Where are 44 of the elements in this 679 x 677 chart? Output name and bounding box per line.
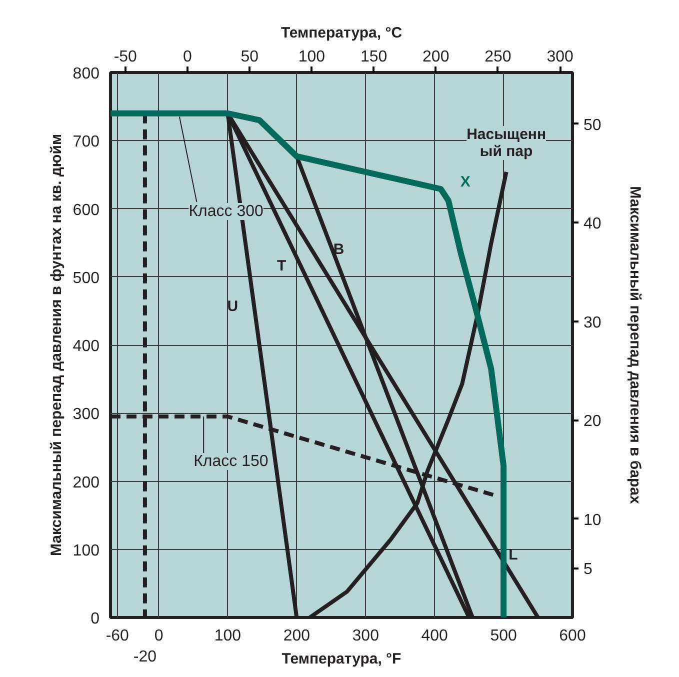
annotation: Класс 300 xyxy=(188,202,264,220)
x2-tick-label: 250 xyxy=(484,48,512,66)
series-label: T xyxy=(276,258,286,275)
y2-axis-title: Максимальный перепад давления в барах xyxy=(626,186,644,505)
x-tick-label: 100 xyxy=(214,628,242,644)
x2-axis-title: Температура, °C xyxy=(280,24,402,42)
x2-tick-label: 50 xyxy=(240,48,259,66)
y-tick-label: 500 xyxy=(72,270,100,287)
y-tick-label: 800 xyxy=(72,66,100,82)
y2-tick-label: 40 xyxy=(584,216,602,233)
y2-tick-label: 50 xyxy=(584,116,602,134)
y-tick-label: 400 xyxy=(72,338,100,355)
x-tick-label: 600 xyxy=(559,628,586,644)
x-tick-label: 500 xyxy=(490,628,517,644)
series-label: L xyxy=(508,546,518,564)
y-tick-label: 300 xyxy=(72,406,100,424)
y-axis-title: Максимальный перепад давления в фунтах на кв. дюйм xyxy=(48,134,65,556)
x-tick-label: 200 xyxy=(283,628,310,644)
y-tick-label: 600 xyxy=(72,202,100,219)
x2-tick-label: -50 xyxy=(114,48,138,66)
x-tick-label: 400 xyxy=(421,628,448,644)
annotation: Класс 150 xyxy=(194,453,268,470)
y-tick-label: 100 xyxy=(72,542,100,560)
x-tick-label: -60 xyxy=(106,628,130,644)
series-label: X xyxy=(460,174,470,191)
x2-tick-label: 0 xyxy=(183,48,192,66)
x2-tick-label: 200 xyxy=(422,48,450,66)
series-label: B xyxy=(333,240,344,258)
x2-tick-label: 300 xyxy=(546,48,574,66)
y2-tick-label: 20 xyxy=(584,413,602,430)
x-axis-title: Температура, °F xyxy=(282,650,402,668)
y2-tick-label: 30 xyxy=(584,314,602,332)
x-tick-label: 0 xyxy=(154,628,164,644)
x2-tick-label: 100 xyxy=(298,48,326,66)
y2-tick-label: 5 xyxy=(584,561,592,578)
x2-tick-label: 150 xyxy=(360,48,388,66)
text: -20 xyxy=(133,648,157,666)
series-label: Насыщенный пар xyxy=(466,126,546,160)
x-tick-label: 300 xyxy=(352,628,380,644)
y-tick-label: 0 xyxy=(90,610,100,628)
series-label: U xyxy=(227,298,238,316)
y2-tick-label: 10 xyxy=(584,512,602,529)
y-tick-label: 700 xyxy=(72,134,100,151)
y-tick-label: 200 xyxy=(72,474,100,492)
